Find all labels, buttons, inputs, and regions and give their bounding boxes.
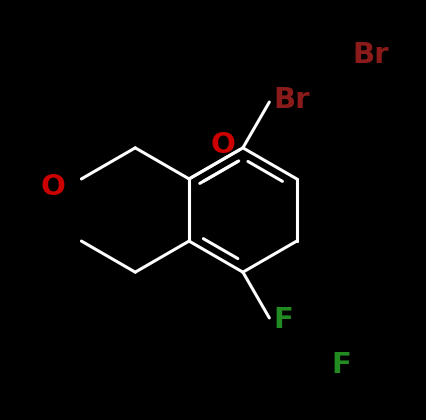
Text: O: O — [40, 173, 65, 201]
Text: O: O — [210, 131, 235, 159]
Text: Br: Br — [273, 86, 309, 114]
Text: Br: Br — [351, 41, 388, 68]
Text: F: F — [330, 352, 350, 379]
Text: F: F — [273, 306, 293, 334]
